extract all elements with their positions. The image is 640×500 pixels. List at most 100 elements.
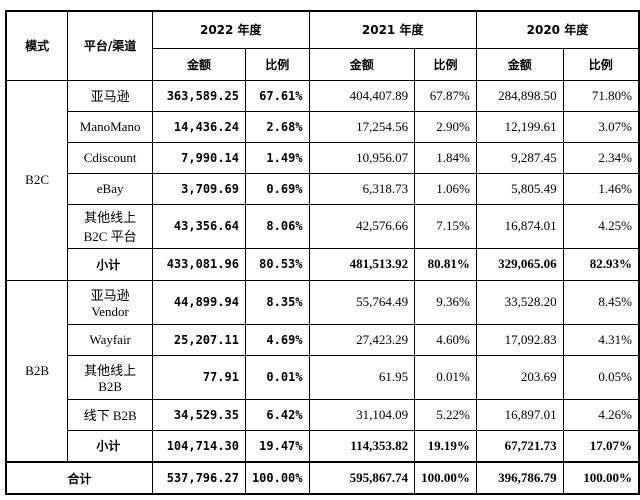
subheader-cell: 比例 (562, 47, 640, 81)
amount-cell: 16,897.01 (475, 398, 564, 431)
year-header: 2021 年度 (308, 10, 477, 49)
subheader-cell: 比例 (244, 47, 310, 81)
data-row: 线下 B2B 34,529.35 6.42% 31,104.09 5.22% 16,897… (6, 398, 640, 431)
platform-cell: 其他线上 B2B (67, 354, 154, 400)
data-row: Wayfair 25,207.11 4.69% 27,423.29 4.60% 17,09… (6, 323, 640, 356)
ratio-cell: 19.47% (244, 429, 310, 463)
subtotal-label: 小计 (67, 429, 154, 463)
data-row: ManoMano 14,436.24 2.68% 17,254.56 2.90% 12,1… (6, 110, 640, 143)
data-row: Cdiscount 7,990.14 1.49% 10,956.07 1.84% 9,28… (6, 141, 640, 174)
ratio-cell: 9.36% (414, 279, 477, 325)
ratio-cell: 4.60% (414, 323, 477, 356)
amount-cell: 61.95 (308, 354, 416, 400)
amount-cell: 404,407.89 (308, 79, 416, 112)
platform-cell: Cdiscount (67, 141, 154, 174)
amount-cell: 55,764.49 (308, 279, 416, 325)
ratio-cell: 2.34% (562, 141, 640, 174)
amount-cell: 33,528.20 (475, 279, 564, 325)
ratio-cell: 17.07% (562, 429, 640, 463)
amount-cell: 17,254.56 (308, 110, 416, 143)
amount-cell: 481,513.92 (308, 247, 416, 281)
amount-cell: 17,092.83 (475, 323, 564, 356)
ratio-cell: 100.00% (562, 461, 640, 495)
platform-cell: 亚马逊 Vendor (67, 279, 154, 325)
ratio-cell: 1.06% (414, 172, 477, 205)
mode-cell: B2C (5, 79, 69, 281)
ratio-cell: 7.15% (414, 203, 477, 249)
year-header: 2022 年度 (152, 10, 310, 49)
amount-cell: 16,874.01 (475, 203, 564, 249)
ratio-cell: 1.84% (414, 141, 477, 174)
financial-table: 模式 平台/渠道 2022 年度 2021 年度 2020 年度 金额 比例 金额 比例 金额 比例… (5, 10, 640, 495)
ratio-cell: 67.87% (414, 79, 477, 112)
platform-cell: 亚马逊 (67, 79, 154, 112)
amount-cell: 595,867.74 (308, 461, 416, 495)
amount-cell: 14,436.24 (152, 110, 246, 143)
ratio-cell: 4.69% (244, 323, 310, 356)
ratio-cell: 0.01% (244, 354, 310, 400)
amount-cell: 433,081.96 (152, 247, 246, 281)
platform-cell: Wayfair (67, 323, 154, 356)
amount-cell: 44,899.94 (152, 279, 246, 325)
total-label: 合计 (5, 461, 154, 495)
ratio-cell: 3.07% (562, 110, 640, 143)
data-row: B2B 亚马逊 Vendor 44,899.94 8.35% 55,764.49 9.36… (5, 279, 640, 463)
amount-cell: 42,576.66 (308, 203, 416, 249)
amount-cell: 396,786.79 (475, 461, 564, 495)
ratio-cell: 0.69% (244, 172, 310, 205)
ratio-cell: 19.19% (414, 429, 477, 463)
amount-cell: 203.69 (475, 354, 564, 400)
ratio-cell: 1.49% (244, 141, 310, 174)
ratio-cell: 71.80% (562, 79, 640, 112)
amount-cell: 9,287.45 (475, 141, 564, 174)
data-row: eBay 3,709.69 0.69% 6,318.73 1.06% 5,805.49 1.… (6, 172, 640, 205)
amount-cell: 31,104.09 (308, 398, 416, 431)
ratio-cell: 4.31% (562, 323, 640, 356)
ratio-cell: 4.26% (562, 398, 640, 431)
amount-cell: 537,796.27 (152, 461, 246, 495)
data-row: B2C 亚马逊 363,589.25 67.61% 404,407.89 67.87% 28… (5, 79, 640, 281)
ratio-cell: 82.93% (562, 247, 640, 281)
ratio-cell: 100.00% (244, 461, 310, 495)
ratio-cell: 67.61% (244, 79, 310, 112)
subtotal-row: 小计 104,714.30 19.47% 114,353.82 19.19% 67,721… (6, 429, 640, 463)
subheader-row: 金额 比例 金额 比例 金额 比例 (6, 47, 640, 81)
ratio-cell: 5.22% (414, 398, 477, 431)
platform-cell: 线下 B2B (67, 398, 154, 431)
subheader-cell: 比例 (414, 47, 477, 81)
header-row: 模式 平台/渠道 2022 年度 2021 年度 2020 年度 (5, 10, 640, 81)
subheader-cell: 金额 (152, 47, 246, 81)
subtotal-label: 小计 (67, 247, 154, 281)
amount-cell: 25,207.11 (152, 323, 246, 356)
ratio-cell: 1.46% (562, 172, 640, 205)
total-row: 合计 537,796.27 100.00% 595,867.74 100.00% 396,… (5, 461, 640, 495)
ratio-cell: 0.05% (562, 354, 640, 400)
amount-cell: 3,709.69 (152, 172, 246, 205)
data-row: 其他线上 B2C 平台 43,356.64 8.06% 42,576.66 7.15% 1… (6, 203, 640, 249)
amount-cell: 34,529.35 (152, 398, 246, 431)
platform-cell: ManoMano (67, 110, 154, 143)
amount-cell: 5,805.49 (475, 172, 564, 205)
ratio-cell: 80.81% (414, 247, 477, 281)
amount-cell: 7,990.14 (152, 141, 246, 174)
subheader-cell: 金额 (308, 47, 416, 81)
ratio-cell: 0.01% (414, 354, 477, 400)
amount-cell: 363,589.25 (152, 79, 246, 112)
amount-cell: 27,423.29 (308, 323, 416, 356)
mode-cell: B2B (5, 279, 69, 463)
ratio-cell: 8.06% (244, 203, 310, 249)
amount-cell: 104,714.30 (152, 429, 246, 463)
ratio-cell: 100.00% (414, 461, 477, 495)
subtotal-row: 小计 433,081.96 80.53% 481,513.92 80.81% 329,06… (6, 247, 640, 281)
amount-cell: 43,356.64 (152, 203, 246, 249)
ratio-cell: 8.35% (244, 279, 310, 325)
ratio-cell: 4.25% (562, 203, 640, 249)
ratio-cell: 8.45% (562, 279, 640, 325)
ratio-cell: 2.90% (414, 110, 477, 143)
amount-cell: 329,065.06 (475, 247, 564, 281)
ratio-cell: 80.53% (244, 247, 310, 281)
amount-cell: 12,199.61 (475, 110, 564, 143)
subheader-cell: 金额 (475, 47, 564, 81)
header-cell: 模式 (5, 10, 69, 81)
